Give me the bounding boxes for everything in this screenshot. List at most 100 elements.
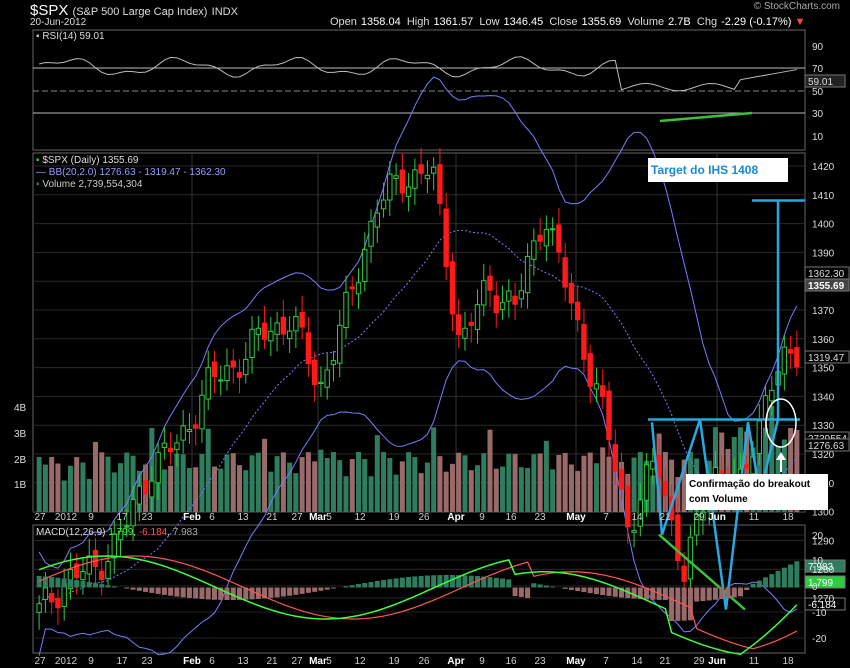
date-tick-label: 26	[418, 656, 430, 667]
volume-bar	[418, 473, 424, 512]
macd-tag-box	[804, 597, 846, 611]
macd-histogram-bar	[143, 587, 149, 592]
volume-tick-label: 2B	[14, 455, 27, 466]
macd-histogram-bar	[387, 579, 393, 588]
macd-histogram-bar	[193, 587, 199, 599]
price-tick-label: 1360	[812, 335, 835, 346]
candle-body	[424, 174, 431, 180]
candle-body	[612, 444, 618, 472]
volume-bar	[274, 456, 280, 512]
date-tick-label: 6	[209, 656, 215, 667]
volume-bar	[118, 463, 124, 512]
date-tick-label: 2012	[55, 656, 78, 667]
candle-body	[330, 360, 337, 365]
volume-bar	[431, 427, 437, 512]
macd-histogram-bar	[694, 587, 700, 602]
candle-body	[562, 257, 568, 288]
date-tick-label: 5	[326, 512, 332, 523]
macd-histogram-bar	[568, 587, 574, 590]
macd-histogram-bar	[644, 587, 650, 600]
candle-body	[192, 424, 199, 429]
rsi-tick-label: 90	[812, 42, 824, 53]
macd-line	[38, 555, 798, 655]
macd-histogram-bar	[669, 587, 675, 621]
volume-bar	[631, 457, 637, 512]
candle-body	[224, 365, 230, 382]
volume-bar	[556, 454, 562, 512]
date-tick-label: Feb	[183, 512, 201, 523]
candle-body	[111, 533, 117, 559]
macd-histogram-bar	[531, 583, 537, 588]
candle-body	[643, 464, 650, 501]
date-tick-label: 19	[388, 656, 400, 667]
rsi-layer: 59.01	[39, 56, 846, 123]
candle-body	[174, 442, 180, 451]
candle-body	[286, 330, 293, 340]
price-tag-label: 1362.30	[808, 269, 845, 280]
macd-histogram-bar	[393, 578, 399, 588]
volume-tick-label: 1B	[14, 480, 27, 491]
macd-signal-line	[38, 555, 798, 650]
low-label: Low	[479, 16, 500, 28]
volume-bar	[42, 464, 48, 512]
macd-histogram-bar	[731, 587, 737, 598]
macd-tick-label: -20	[812, 634, 827, 645]
date-tick-label: 7	[603, 656, 609, 667]
volume-bar	[794, 429, 800, 512]
candle-body	[368, 220, 374, 247]
date-tick-label: 17	[116, 656, 128, 667]
volume-bar	[449, 463, 455, 512]
candle-body	[355, 282, 362, 295]
candle-body	[155, 452, 161, 484]
volume-bar	[512, 453, 518, 512]
volume-bar	[349, 459, 355, 512]
rsi-tick-label: 50	[812, 87, 824, 98]
candle-body	[243, 358, 249, 376]
volume-bar	[650, 475, 656, 512]
candle-body	[280, 316, 287, 335]
candle-body	[211, 361, 218, 378]
volume-bar	[255, 452, 261, 512]
volume-bar	[105, 456, 111, 512]
macd-histogram-bar	[675, 587, 681, 621]
chart-date: 20-Jun-2012	[30, 17, 87, 28]
macd-histogram-bar	[343, 586, 349, 588]
macd-histogram-bar	[42, 576, 48, 588]
candle-body	[74, 563, 80, 578]
macd-histogram-bar	[744, 587, 750, 591]
date-tick-label: 6	[209, 512, 215, 523]
rsi-tag-box	[804, 74, 846, 88]
macd-histogram-bar	[249, 587, 255, 600]
macd-histogram-bar	[719, 587, 725, 599]
macd-histogram-bar	[224, 587, 230, 601]
volume-bar	[337, 460, 343, 512]
macd-histogram-bar	[130, 587, 136, 590]
candle-body	[518, 290, 525, 300]
macd-histogram-bar	[111, 586, 117, 588]
macd-tick-label: 20	[812, 531, 824, 542]
macd-histogram-bar	[481, 576, 487, 588]
candle-body	[443, 208, 449, 268]
macd-histogram-bar	[218, 587, 224, 600]
price-tick-label: 1390	[812, 248, 835, 259]
volume-bar	[500, 466, 506, 512]
macd-histogram-bar	[287, 587, 293, 596]
macd-histogram-bar	[67, 579, 73, 588]
rsi-legend: ▪ RSI(14) 59.01	[36, 31, 105, 42]
bb-upper-line	[38, 76, 798, 569]
macd-histogram-bar	[293, 587, 299, 595]
volume-bar	[387, 458, 393, 512]
date-tick-label: May	[566, 656, 586, 667]
date-tick-label: 12	[354, 512, 366, 523]
candle-body	[387, 173, 393, 201]
date-tick-label: 21	[266, 512, 278, 523]
volume-bar	[518, 467, 524, 512]
macd-histogram-bar	[794, 561, 800, 588]
macd-histogram-bar	[650, 587, 656, 600]
rsi-legend-text: RSI(14) 59.01	[42, 31, 105, 42]
date-tick-label: 23	[534, 512, 546, 523]
candle-body	[543, 228, 550, 247]
date-tick-label: 13	[237, 512, 249, 523]
high-value: 1361.57	[433, 16, 474, 28]
date-tick-label: 5	[326, 656, 332, 667]
